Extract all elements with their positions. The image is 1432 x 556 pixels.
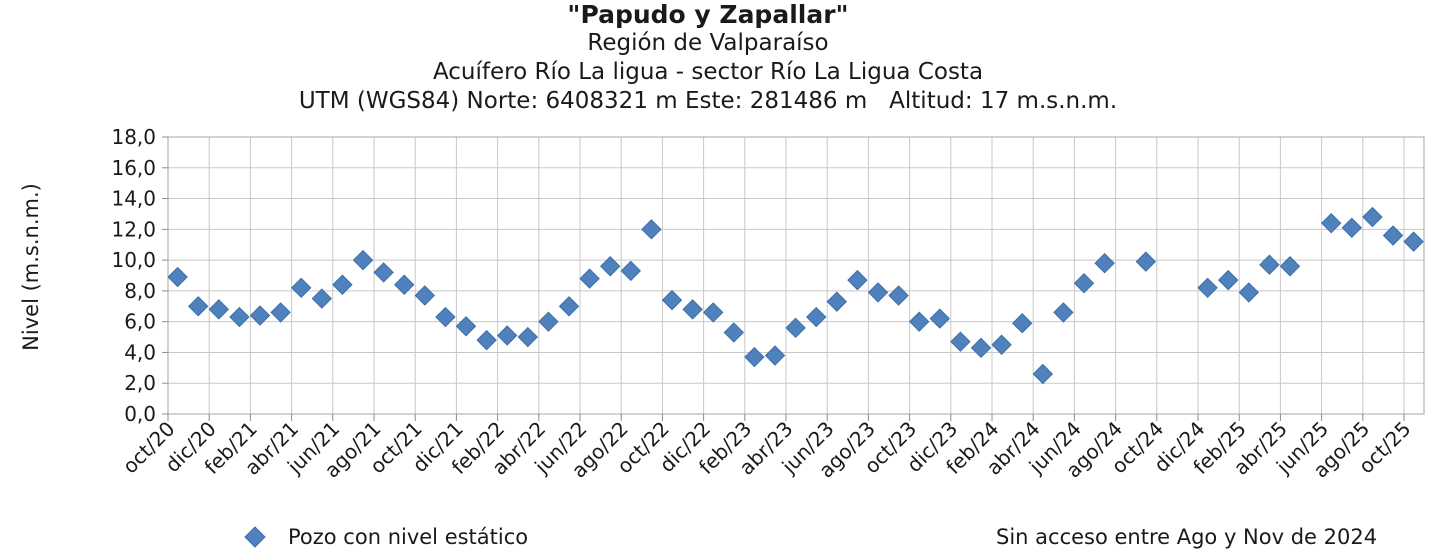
data-point — [1321, 212, 1342, 234]
data-point — [291, 277, 312, 299]
data-point — [744, 346, 765, 368]
data-point — [1197, 277, 1218, 299]
data-point — [270, 302, 291, 323]
data-point — [249, 305, 271, 326]
data-point — [764, 345, 786, 366]
data-point — [847, 269, 868, 291]
data-point — [1403, 231, 1424, 252]
y-tick-label: 6,0 — [124, 310, 156, 334]
data-point — [414, 285, 436, 306]
chart-subtitle-region: Región de Valparaíso — [587, 30, 829, 56]
data-point — [909, 311, 930, 332]
data-point — [455, 316, 477, 337]
data-point — [538, 311, 559, 332]
y-tick-label: 18,0 — [111, 125, 156, 149]
data-point — [435, 306, 456, 328]
data-points — [167, 206, 1424, 385]
data-point — [332, 274, 353, 295]
data-point — [497, 325, 518, 346]
y-tick-label: 16,0 — [111, 156, 156, 180]
data-point — [682, 299, 703, 320]
data-point — [1053, 302, 1074, 323]
data-point — [394, 274, 415, 295]
data-point — [867, 282, 889, 303]
data-point — [1238, 282, 1260, 303]
y-axis-label: Nivel (m.s.n.m.) — [19, 183, 43, 351]
y-tick-label: 0,0 — [124, 402, 156, 426]
chart-title-block: "Papudo y Zapallar" Región de Valparaíso… — [0, 0, 1416, 116]
data-point — [1094, 252, 1115, 274]
data-point — [311, 288, 333, 309]
data-point — [806, 306, 827, 328]
y-tick-label: 10,0 — [111, 248, 156, 272]
data-point — [1341, 217, 1363, 239]
data-point — [558, 296, 580, 317]
grid-lines — [167, 136, 1425, 415]
data-point — [723, 322, 745, 343]
data-point — [476, 329, 497, 351]
data-point — [579, 268, 600, 289]
chart-subtitle-aquifer: Acuífero Río La ligua - sector Río La Li… — [432, 59, 984, 85]
legend-diamond-icon — [244, 526, 266, 548]
y-tick-label: 2,0 — [124, 371, 156, 395]
data-point — [188, 296, 209, 317]
y-tick-label: 14,0 — [111, 187, 156, 211]
y-tick-label: 8,0 — [124, 279, 156, 303]
data-point — [1279, 256, 1301, 277]
x-axis: oct/20dic/20feb/21abr/21jun/21ago/21oct/… — [118, 414, 1416, 483]
data-point — [1135, 251, 1157, 272]
data-point — [929, 308, 951, 329]
data-point — [888, 285, 909, 306]
y-tick-label: 12,0 — [111, 217, 156, 241]
chart-note: Sin acceso entre Ago y Nov de 2024 — [996, 525, 1378, 549]
data-point — [1032, 363, 1054, 385]
data-point — [991, 334, 1012, 355]
legend: Pozo con nivel estático — [244, 522, 528, 552]
data-point — [641, 219, 662, 240]
data-point — [208, 299, 230, 320]
y-tick-label: 4,0 — [124, 340, 156, 364]
y-axis: 0,0 2,0 4,0 6,0 8,0 10,0 12,0 14,0 16,0 18,0 — [111, 125, 168, 426]
data-point — [229, 306, 250, 328]
data-point — [600, 256, 621, 277]
data-point — [1382, 225, 1404, 246]
data-point — [661, 289, 683, 311]
legend-label: Pozo con nivel estático — [288, 525, 529, 549]
data-point — [620, 260, 642, 282]
data-point — [1073, 272, 1095, 294]
chart-subtitle-coordinates: UTM (WGS84) Norte: 6408321 m Este: 28148… — [298, 88, 1118, 114]
data-point — [1259, 254, 1280, 275]
data-point — [970, 337, 992, 359]
data-point — [703, 302, 724, 323]
data-point — [785, 317, 806, 339]
data-point — [167, 266, 188, 288]
data-point — [1362, 206, 1383, 228]
data-point — [826, 291, 848, 312]
data-point — [517, 326, 539, 348]
chart-title: "Papudo y Zapallar" — [567, 0, 849, 29]
data-point — [373, 262, 394, 283]
data-point — [950, 331, 971, 352]
data-point — [1218, 269, 1239, 291]
data-point — [352, 249, 374, 271]
data-point — [1012, 312, 1033, 334]
plot-area-border — [167, 136, 1425, 415]
